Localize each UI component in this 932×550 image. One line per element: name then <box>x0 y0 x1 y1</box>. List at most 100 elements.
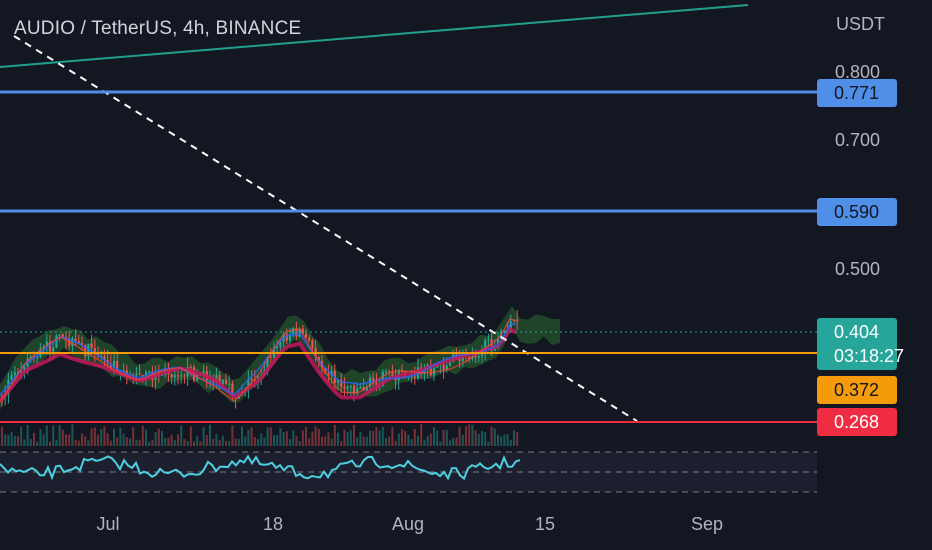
volume-bar <box>65 434 67 446</box>
volume-bar <box>458 426 461 446</box>
volume-bar <box>17 436 19 446</box>
volume-bar <box>321 436 323 446</box>
rsi-line <box>0 454 521 481</box>
price-tag-current[interactable]: 0.404 03:18:27 <box>817 318 904 370</box>
volume-bar <box>116 437 119 446</box>
volume-bar <box>244 436 247 446</box>
volume-bar <box>490 426 493 446</box>
volume-bar <box>237 438 240 446</box>
volume-bar <box>445 429 448 446</box>
volume-bar <box>481 430 483 446</box>
volume-bar <box>381 426 384 446</box>
candle <box>80 336 84 351</box>
candle <box>71 336 74 354</box>
candle <box>349 385 352 396</box>
volume-bar <box>161 430 163 446</box>
volume-bar <box>420 424 423 446</box>
volume-bar <box>433 427 435 446</box>
price-tag-support-0268[interactable]: 0.268 <box>817 408 897 436</box>
volume-bar <box>506 434 509 446</box>
time-tick-15: 15 <box>534 514 556 534</box>
volume-bar <box>385 438 387 446</box>
volume-bar <box>372 430 375 446</box>
candle <box>183 373 186 384</box>
time-tick-jul: Jul <box>96 514 120 534</box>
volume-bar <box>97 434 99 446</box>
volume-bar <box>324 436 327 446</box>
volume-bar <box>285 431 288 446</box>
volume-bar <box>388 436 391 446</box>
volume-bar <box>269 427 272 446</box>
volume-bar <box>516 431 519 446</box>
volume-bar <box>311 431 314 446</box>
volume-bar <box>401 429 403 446</box>
volume-bar <box>196 436 199 446</box>
candle <box>391 364 394 377</box>
candle <box>340 372 343 394</box>
volume-bar <box>23 439 26 446</box>
volume-bar <box>292 430 295 446</box>
volume-bar <box>465 426 467 446</box>
volume-bar <box>273 435 275 446</box>
price-tag-support-0372[interactable]: 0.372 <box>817 376 897 404</box>
candle <box>55 334 58 349</box>
candle <box>224 373 228 386</box>
volume-bar <box>193 441 195 446</box>
volume-bar <box>202 427 205 446</box>
candle <box>372 372 375 387</box>
volume-bar <box>330 438 333 446</box>
candle <box>292 327 295 338</box>
volume-bar <box>503 434 506 446</box>
candle <box>413 366 416 385</box>
symbol-title[interactable]: AUDIO / TetherUS, 4h, BINANCE <box>14 18 302 39</box>
volume-bar <box>84 436 87 446</box>
volume-bar <box>397 433 400 446</box>
volume-bar <box>477 434 480 446</box>
volume-bar <box>474 430 477 446</box>
candle <box>516 309 519 331</box>
price-axis-currency: USDT <box>836 14 885 34</box>
volume-bar <box>148 441 151 446</box>
volume-bar <box>455 437 458 446</box>
volume-bar <box>189 426 192 446</box>
volume-bar <box>253 436 256 446</box>
volume-bar <box>215 434 218 446</box>
volume-bar <box>260 433 263 446</box>
candle <box>384 368 388 379</box>
volume-bar <box>442 429 445 446</box>
upper-trendline[interactable] <box>0 4 749 68</box>
price-tag-resistance-0771[interactable]: 0.771 <box>817 79 897 107</box>
volume-bar <box>7 434 10 446</box>
price-tick-0500: 0.500 <box>835 259 881 279</box>
volume-bar <box>52 425 55 446</box>
volume-bar <box>68 434 71 446</box>
volume-bar <box>497 434 499 446</box>
candle <box>343 376 346 398</box>
descending-trendline[interactable] <box>13 35 638 422</box>
volume-bar <box>317 428 320 446</box>
volume-bar <box>180 425 183 446</box>
volume-bar <box>119 427 122 446</box>
volume-bar <box>362 436 365 446</box>
candle <box>138 364 141 376</box>
cloud-area <box>0 305 560 411</box>
volume-bar <box>106 433 109 446</box>
volume-bar <box>100 429 103 446</box>
volume-bar <box>212 438 215 446</box>
candle <box>170 373 173 385</box>
volume-bar <box>77 440 80 446</box>
volume-bar <box>170 434 173 446</box>
volume-bar <box>154 432 157 446</box>
price-tag-resistance-0590[interactable]: 0.590 <box>817 198 897 226</box>
volume-bar <box>404 430 407 446</box>
time-tick-18: 18 <box>262 514 284 534</box>
price-tick-0700: 0.700 <box>835 130 881 150</box>
volume-bar <box>93 427 96 446</box>
volume-bar <box>346 431 349 446</box>
volume-bar <box>231 425 234 446</box>
volume-bar <box>10 431 13 446</box>
volume-bar <box>45 425 48 446</box>
volume-bar <box>461 434 464 446</box>
volume-bar <box>205 435 208 446</box>
